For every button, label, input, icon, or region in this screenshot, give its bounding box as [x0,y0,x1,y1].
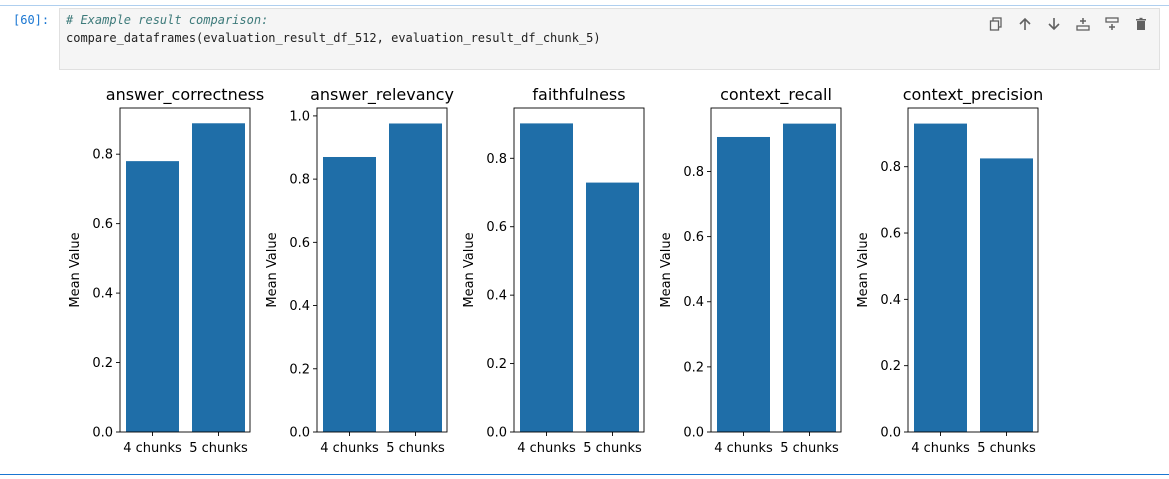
plot-frame [119,107,251,433]
plot-frame [316,107,448,433]
bar-1 [126,161,179,432]
y-tick-label: 0.6 [289,236,310,251]
cell-top-border [0,5,1169,6]
x-tick-label: 4 chunks [320,441,379,456]
y-tick-label: 0.0 [880,426,901,441]
y-tick-label: 1.0 [289,109,310,124]
cell-bottom-border [0,474,1169,475]
y-tick-label: 0.8 [92,148,113,163]
move-up-button[interactable] [1010,13,1039,35]
bar-1 [717,136,770,432]
y-tick-label: 0.2 [880,359,901,374]
y-tick-label: 0.8 [486,152,507,167]
x-tick-label: 4 chunks [123,441,182,456]
x-tick-label: 5 chunks [780,441,839,456]
move-up-icon [1018,17,1031,30]
bar-2 [783,123,836,432]
code-editor[interactable]: # Example result comparison: compare_dat… [59,8,1160,70]
x-tick-label: 5 chunks [189,441,248,456]
insert-below-icon [1104,17,1119,30]
bar-2 [586,182,639,432]
x-tick-label: 4 chunks [911,441,970,456]
y-tick-label: 0.4 [289,299,310,314]
y-tick-label: 0.8 [683,165,704,180]
bar-charts: 0.0 0.2 0.4 0.6 0.8 4 chunks 5 chunks answer_co… [68,85,1043,456]
insert-above-button[interactable] [1068,13,1097,35]
y-tick-label: 0.0 [683,426,704,441]
chart-title: answer_correctness [106,85,264,105]
execution-count: [60]: [13,13,50,27]
y-axis-label: Mean Value [462,232,477,307]
duplicate-button[interactable] [981,13,1010,35]
chart-title: context_recall [720,85,832,105]
x-tick-label: 5 chunks [386,441,445,456]
y-axis-label: Mean Value [68,232,83,307]
y-tick-label: 0.0 [92,426,113,441]
insert-below-button[interactable] [1097,13,1126,35]
x-tick-label: 5 chunks [977,441,1036,456]
chart-title: answer_relevancy [310,85,454,105]
bar-1 [323,156,376,432]
bar-2 [389,123,442,433]
code-call[interactable]: compare_dataframes(evaluation_result_df_… [66,31,601,45]
bar-1 [914,123,967,432]
chart-title: context_precision [903,85,1043,105]
plot-frame [513,107,645,433]
y-tick-label: 0.8 [880,160,901,175]
y-tick-label: 0.2 [92,356,113,371]
y-tick-label: 0.2 [683,360,704,375]
bar-2 [192,123,245,433]
y-axis-label: Mean Value [856,232,871,307]
y-tick-label: 0.6 [683,230,704,245]
move-down-button[interactable] [1039,13,1068,35]
x-tick-label: 5 chunks [583,441,642,456]
y-tick-label: 0.6 [486,220,507,235]
y-tick-label: 0.0 [289,426,310,441]
y-tick-label: 0.4 [683,295,704,310]
plot-frame [907,107,1039,433]
code-comment[interactable]: # Example result comparison: [66,13,269,27]
duplicate-icon [989,17,1002,31]
cell-output: 0.0 0.2 0.4 0.6 0.8 4 chunks 5 chunks answer_co… [0,76,1169,471]
bar-2 [980,158,1033,432]
y-tick-label: 0.4 [880,293,901,308]
chart-title: faithfulness [532,85,625,104]
insert-above-icon [1075,18,1090,31]
y-tick-label: 0.6 [92,217,113,232]
y-axis-label: Mean Value [659,232,674,307]
y-tick-label: 0.8 [289,173,310,188]
y-tick-label: 0.6 [880,227,901,242]
x-tick-label: 4 chunks [517,441,576,456]
y-tick-label: 0.4 [486,289,507,304]
bar-1 [520,123,573,432]
delete-icon [1135,17,1146,30]
plot-frame [710,107,842,433]
y-tick-label: 0.2 [486,357,507,372]
y-tick-label: 0.0 [486,426,507,441]
y-tick-label: 0.2 [289,362,310,377]
y-axis-label: Mean Value [265,232,280,307]
delete-button[interactable] [1126,13,1155,35]
move-down-icon [1047,18,1060,31]
x-tick-label: 4 chunks [714,441,773,456]
cell-toolbar [981,13,1155,35]
y-tick-label: 0.4 [92,287,113,302]
